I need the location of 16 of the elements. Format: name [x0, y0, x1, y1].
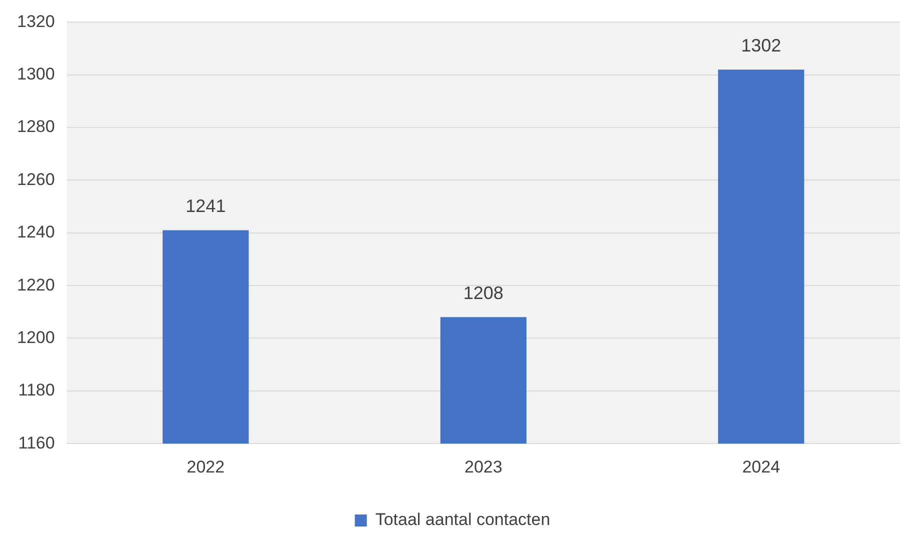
data-label: 1302: [741, 36, 782, 56]
y-tick-label: 1260: [16, 170, 55, 189]
y-tick-label: 1280: [16, 117, 55, 136]
y-tick-label: 1300: [16, 64, 55, 84]
y-tick-label: 1220: [16, 275, 55, 294]
x-tick-label: 2023: [464, 457, 502, 476]
data-label: 1241: [186, 196, 226, 216]
y-tick-label: 1240: [16, 222, 55, 242]
y-tick-label: 1200: [16, 328, 55, 347]
data-label: 1208: [463, 283, 504, 304]
y-tick-label: 1160: [18, 433, 55, 452]
x-tick-label: 2024: [742, 457, 780, 476]
legend-label: Totaal aantal contacten: [375, 510, 550, 530]
y-tick-label: 1320: [16, 12, 55, 31]
y-tick-label: 1180: [18, 380, 55, 400]
x-tick-label: 2022: [186, 457, 225, 476]
